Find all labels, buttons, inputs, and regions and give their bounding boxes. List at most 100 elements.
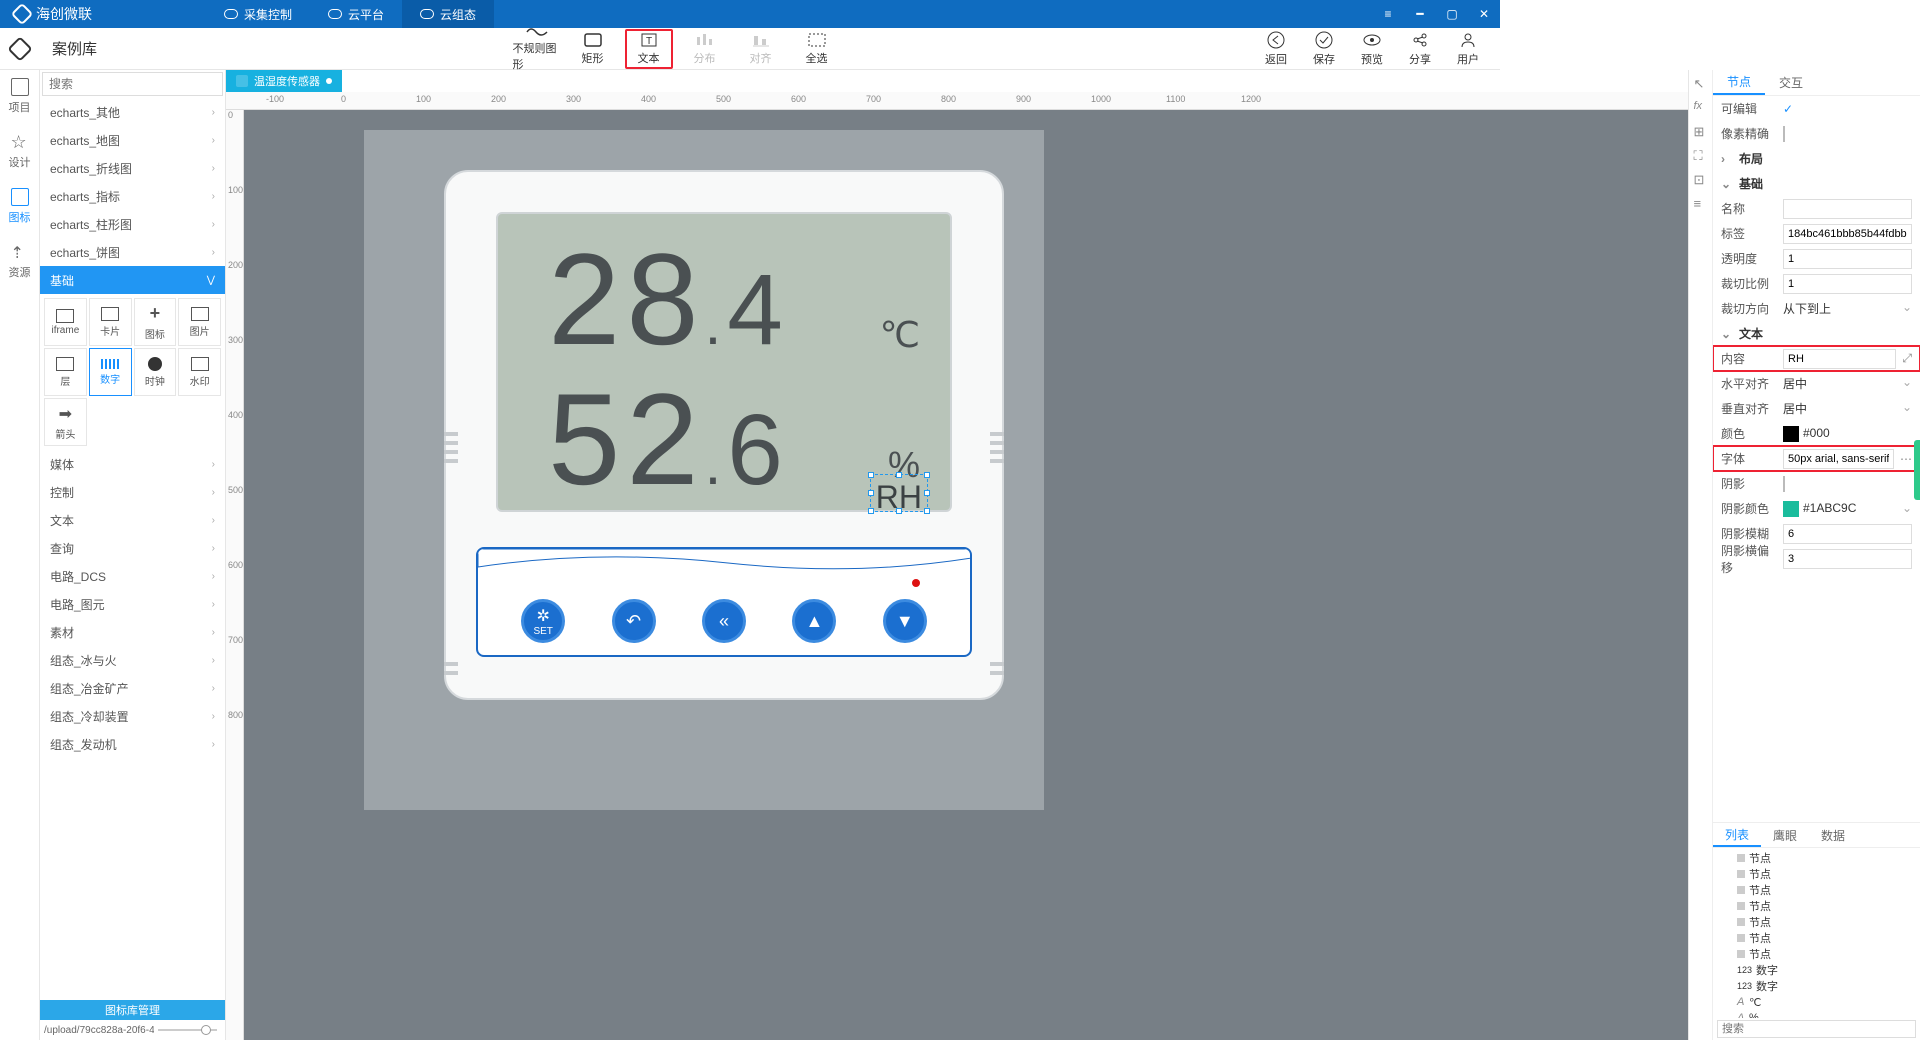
set-button[interactable]: ✲SET (521, 599, 565, 643)
rail-resource[interactable]: ⇡资源 (9, 243, 31, 280)
opacity-input[interactable] (1783, 249, 1912, 269)
tool-irregular[interactable]: 不规则图形 (513, 29, 561, 69)
content-input[interactable] (1783, 349, 1896, 369)
lib-item[interactable]: 电路_DCS› (40, 562, 225, 590)
back-button[interactable]: ↶ (612, 599, 656, 643)
lib-item[interactable]: echarts_指标› (40, 182, 225, 210)
menu-button[interactable]: ≡ (1372, 0, 1404, 28)
shadowoffset-input[interactable] (1783, 549, 1912, 569)
lib-item[interactable]: echarts_其他› (40, 98, 225, 126)
clipdir-select[interactable]: 从下到上 ⌄ (1783, 300, 1912, 317)
canvas-stage[interactable]: 28.4 ℃ 52.6 % RH ✲SET (244, 110, 1688, 1040)
tool-distribute[interactable]: 分布 (681, 29, 729, 69)
zoom-slider[interactable] (158, 1029, 217, 1031)
up-button[interactable]: ▲ (792, 599, 836, 643)
expand-icon[interactable]: ⤢ (1902, 351, 1912, 366)
bounds-icon[interactable]: ⛶ (1694, 148, 1708, 162)
color-picker[interactable]: #000 (1783, 426, 1912, 442)
lib-item[interactable]: 电路_图元› (40, 590, 225, 618)
tree-text[interactable]: A% (1713, 1010, 1920, 1018)
fx-icon[interactable]: fx (1694, 100, 1708, 114)
section-layout[interactable]: 布局 (1739, 150, 1763, 167)
tree-node[interactable]: 节点 (1713, 930, 1920, 946)
font-input[interactable] (1783, 449, 1894, 469)
prop-editable-check[interactable]: ✓ (1783, 102, 1912, 116)
shadowcolor-picker[interactable]: #1ABC9C ⌄ (1783, 501, 1912, 517)
collapse-icon[interactable]: ⌄ (1721, 327, 1733, 341)
navtab-collect[interactable]: 采集控制 (206, 0, 310, 28)
grid-icon[interactable]: ⊞ (1694, 124, 1708, 138)
halign-select[interactable]: 居中 ⌄ (1783, 375, 1912, 392)
lib-item[interactable]: 控制› (40, 478, 225, 506)
section-text[interactable]: 文本 (1739, 325, 1763, 342)
lib-item[interactable]: echarts_地图› (40, 126, 225, 154)
search-input[interactable] (42, 72, 223, 96)
tool-select-all[interactable]: 全选 (793, 29, 841, 69)
navtab-config[interactable]: 云组态 (402, 0, 494, 28)
save-button[interactable]: 保存 (1304, 31, 1344, 67)
tab-list[interactable]: 列表 (1713, 823, 1761, 847)
share-button[interactable]: 分享 (1400, 31, 1440, 67)
pixel-checkbox[interactable] (1783, 126, 1785, 142)
tab-eagle[interactable]: 鹰眼 (1761, 823, 1809, 847)
tool-rect[interactable]: 矩形 (569, 29, 617, 69)
tree-text[interactable]: A℃ (1713, 994, 1920, 1010)
preview-button[interactable]: 预览 (1352, 31, 1392, 67)
lib-item[interactable]: echarts_柱形图› (40, 210, 225, 238)
lib-item[interactable]: echarts_饼图› (40, 238, 225, 266)
minimize-button[interactable]: ━ (1404, 0, 1436, 28)
lib-cell-图标[interactable]: +图标 (134, 298, 177, 346)
canvas-tab-sensor[interactable]: 温湿度传感器 (226, 70, 342, 92)
tree-node[interactable]: 节点 (1713, 882, 1920, 898)
lib-cell-水印[interactable]: 水印 (178, 348, 221, 396)
list-icon[interactable]: ≡ (1694, 196, 1708, 210)
lib-section-basic[interactable]: 基础⋁ (40, 266, 225, 294)
clipratio-input[interactable] (1783, 274, 1912, 294)
collapse-icon[interactable]: ⌄ (1721, 177, 1733, 191)
back-button[interactable]: 返回 (1256, 31, 1296, 67)
rail-design[interactable]: ☆设计 (9, 133, 31, 170)
shadow-checkbox[interactable] (1783, 476, 1785, 492)
lib-cell-层[interactable]: 层 (44, 348, 87, 396)
tab-node[interactable]: 节点 (1713, 70, 1765, 95)
lib-cell-iframe[interactable]: iframe (44, 298, 87, 346)
lib-item[interactable]: 素材› (40, 618, 225, 646)
lib-cell-数字[interactable]: 数字 (89, 348, 132, 396)
down-button[interactable]: ▼ (883, 599, 927, 643)
lib-cell-箭头[interactable]: ➡箭头 (44, 398, 87, 446)
tree-number[interactable]: 123数字 (1713, 962, 1920, 978)
lib-cell-卡片[interactable]: 卡片 (89, 298, 132, 346)
section-basic[interactable]: 基础 (1739, 175, 1763, 192)
selection-box[interactable] (870, 474, 928, 512)
name-input[interactable] (1783, 199, 1912, 219)
side-handle[interactable] (1914, 440, 1920, 500)
lib-cell-图片[interactable]: 图片 (178, 298, 221, 346)
lib-item[interactable]: echarts_折线图› (40, 154, 225, 182)
more-icon[interactable]: ⋯ (1900, 452, 1912, 466)
lib-item[interactable]: 媒体› (40, 450, 225, 478)
tree-number[interactable]: 123数字 (1713, 978, 1920, 994)
lib-item[interactable]: 组态_发动机› (40, 730, 225, 758)
tree-node[interactable]: 节点 (1713, 898, 1920, 914)
tab-interact[interactable]: 交互 (1765, 70, 1817, 95)
cursor-icon[interactable]: ↖ (1694, 76, 1708, 90)
tag-input[interactable] (1783, 224, 1912, 244)
maximize-button[interactable]: ▢ (1436, 0, 1468, 28)
navtab-platform[interactable]: 云平台 (310, 0, 402, 28)
lib-item[interactable]: 组态_冷却装置› (40, 702, 225, 730)
lib-cell-时钟[interactable]: 时钟 (134, 348, 177, 396)
user-button[interactable]: 用户 (1448, 31, 1488, 67)
tool-align[interactable]: 对齐 (737, 29, 785, 69)
icon-library-manage[interactable]: 图标库管理 (40, 1000, 225, 1020)
tag-icon[interactable]: ⊡ (1694, 172, 1708, 186)
tree-node[interactable]: 节点 (1713, 866, 1920, 882)
prev-button[interactable]: « (702, 599, 746, 643)
lib-item[interactable]: 文本› (40, 506, 225, 534)
valign-select[interactable]: 居中 ⌄ (1783, 400, 1912, 417)
tree-node[interactable]: 节点 (1713, 914, 1920, 930)
expand-icon[interactable]: › (1721, 152, 1733, 166)
tab-data[interactable]: 数据 (1809, 823, 1857, 847)
shadowblur-input[interactable] (1783, 524, 1912, 544)
rail-icons[interactable]: 图标 (9, 188, 31, 225)
lib-item[interactable]: 组态_冶金矿产› (40, 674, 225, 702)
